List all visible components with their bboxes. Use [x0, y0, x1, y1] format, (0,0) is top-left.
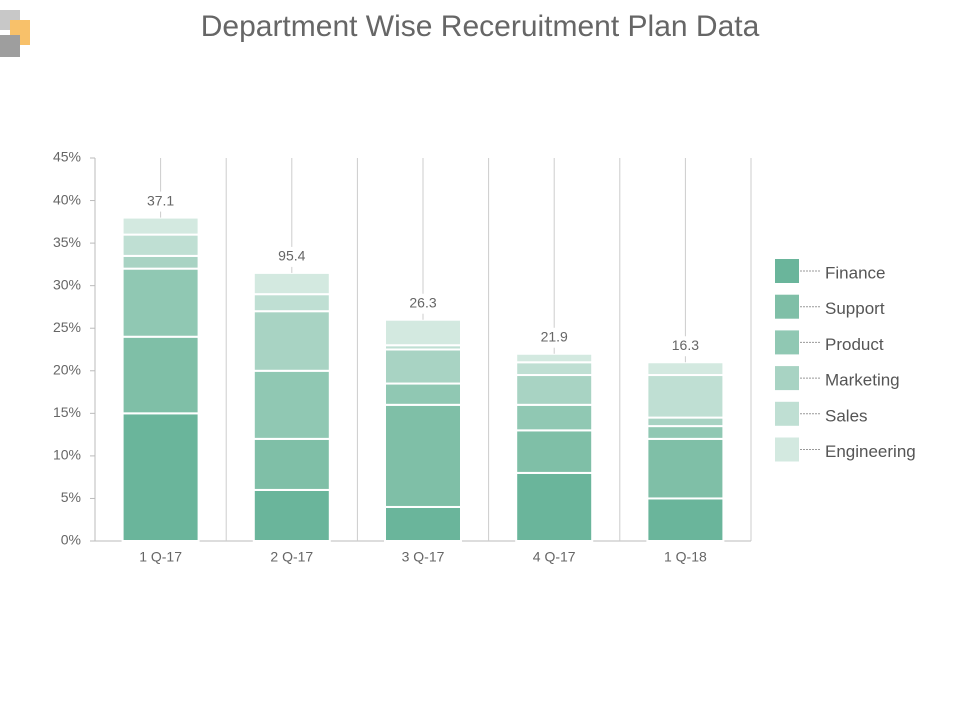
y-tick-label: 5% [61, 489, 81, 505]
y-tick-label: 30% [53, 276, 81, 292]
legend-label: Engineering [825, 442, 916, 461]
bar-segment [252, 488, 331, 542]
chart-title: Department Wise Receruitment Plan Data [201, 10, 760, 43]
y-tick-label: 25% [53, 319, 81, 335]
bar-segment [121, 254, 200, 270]
x-tick-label: 1 Q-18 [664, 549, 707, 565]
x-tick-label: 3 Q-17 [402, 549, 445, 565]
legend-swatch [775, 437, 799, 462]
bar-segment [384, 348, 462, 385]
y-tick-label: 15% [53, 404, 81, 420]
bar-segment [384, 403, 462, 508]
bar-segment [515, 429, 594, 474]
bar-segment [646, 497, 725, 543]
bar-segment [646, 416, 725, 428]
total-label: 21.9 [541, 328, 568, 344]
legend-label: Product [825, 335, 884, 354]
label-bg [534, 327, 575, 348]
bar-segment [515, 352, 594, 364]
y-tick-label: 40% [53, 191, 81, 207]
total-label: 16.3 [672, 337, 699, 353]
bar-segment [121, 267, 200, 338]
label-bg [140, 191, 181, 212]
legend-swatch [775, 294, 799, 319]
legend-label: Support [825, 299, 885, 318]
total-label: 26.3 [409, 294, 436, 310]
bar-segment [121, 233, 200, 257]
bar-segment [252, 293, 331, 313]
bar-segment [515, 403, 594, 432]
bar-segment [646, 425, 725, 440]
legend-label: Marketing [825, 371, 900, 390]
bar-segment [515, 374, 594, 406]
bar-segment [515, 361, 594, 377]
y-tick-label: 20% [53, 361, 81, 377]
bar-segment [252, 437, 331, 491]
total-label: 95.4 [278, 248, 305, 264]
x-tick-label: 1 Q-17 [139, 549, 182, 565]
bar-segment [646, 437, 725, 500]
bar-segment [384, 318, 462, 347]
bar-segment [252, 369, 331, 440]
legend-swatch [775, 366, 799, 391]
bar-segment [121, 335, 200, 415]
legend-swatch [775, 330, 799, 355]
x-tick-label: 2 Q-17 [270, 549, 313, 565]
bar-segment [384, 505, 462, 543]
legend-swatch [775, 259, 799, 283]
bar-segment [384, 382, 462, 406]
bar-segment [121, 412, 200, 543]
bar-segment [252, 271, 331, 296]
y-tick-label: 10% [53, 447, 81, 463]
legend-label: Sales [825, 406, 868, 425]
y-tick-label: 0% [61, 532, 81, 548]
total-label: 37.1 [147, 192, 174, 208]
bar-segment [515, 471, 594, 542]
legend-swatch [775, 401, 799, 426]
x-tick-label: 4 Q-17 [533, 549, 576, 565]
decor [0, 35, 20, 57]
bar-segment [646, 374, 725, 419]
y-tick-label: 35% [53, 234, 81, 250]
label-bg [271, 246, 312, 267]
label-bg [403, 293, 443, 314]
bar-segment [121, 216, 200, 236]
y-tick-label: 45% [53, 149, 81, 165]
label-bg [665, 336, 706, 357]
bar-segment [252, 310, 331, 372]
legend-label: Finance [825, 263, 885, 282]
bar-segment [646, 361, 725, 377]
